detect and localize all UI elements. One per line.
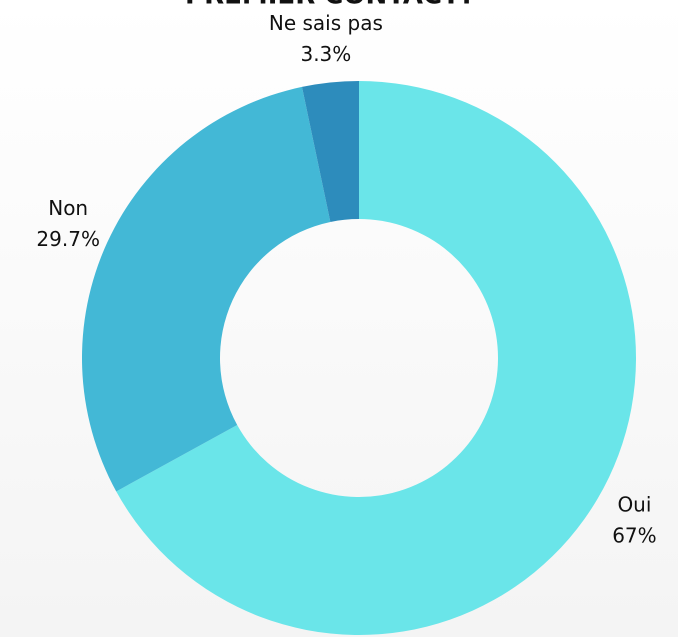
chart-title: PREMIER CONTACT? — [185, 0, 475, 11]
slice-value-label: 3.3% — [300, 42, 351, 66]
donut-slice — [116, 81, 637, 636]
donut-slice — [82, 86, 331, 492]
slice-label: Oui — [617, 492, 651, 516]
donut-slice — [301, 81, 359, 222]
slice-value-label: 67% — [612, 523, 656, 547]
slice-label: Non — [48, 196, 88, 220]
slice-value-label: 29.7% — [36, 227, 100, 251]
slice-label: Ne sais pas — [269, 11, 383, 35]
